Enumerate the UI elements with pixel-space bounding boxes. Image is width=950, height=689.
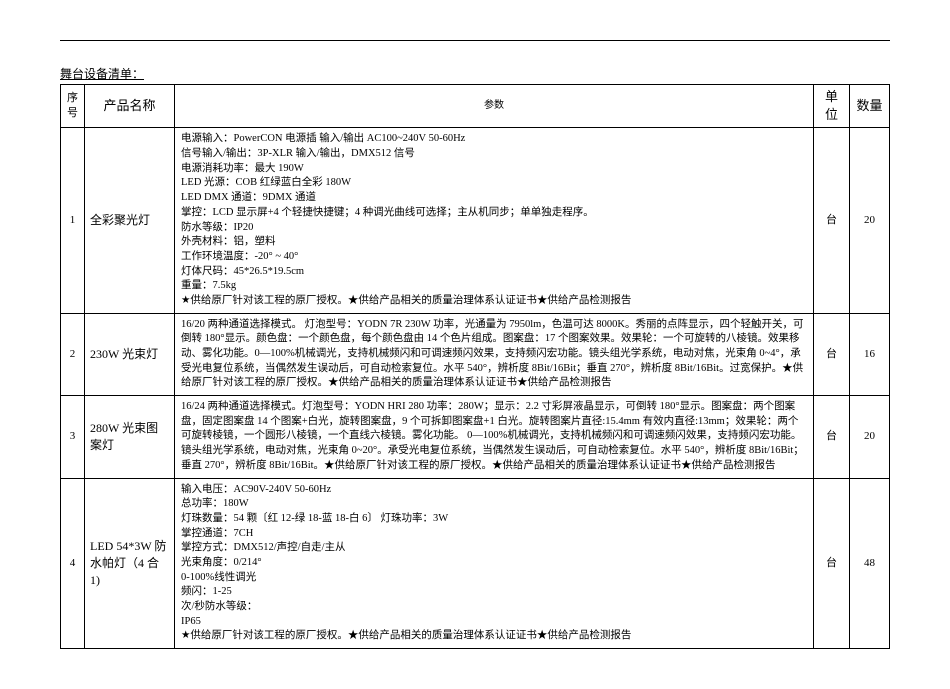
page-title: 舞台设备清单： [60,65,890,82]
col-header-spec: 参数 [175,85,814,128]
cell-unit: 台 [814,478,850,649]
cell-qty: 16 [850,313,890,395]
cell-name: 280W 光束图案灯 [85,396,175,478]
col-header-name: 产品名称 [85,85,175,128]
col-header-qty: 数量 [850,85,890,128]
table-row: 4LED 54*3W 防 水帕灯（4 合 1)输入电压：AC90V-240V 5… [61,478,890,649]
cell-seq: 3 [61,396,85,478]
cell-spec: 16/24 两种通道选择模式。灯泡型号：YODN HRI 280 功率：280W… [175,396,814,478]
cell-spec: 16/20 两种通道选择模式。 灯泡型号：YODN 7R 230W 功率，光通量… [175,313,814,395]
table-row: 2230W 光束灯16/20 两种通道选择模式。 灯泡型号：YODN 7R 23… [61,313,890,395]
cell-unit: 台 [814,396,850,478]
cell-name: 全彩聚光灯 [85,128,175,313]
top-rule [60,40,890,41]
cell-name: LED 54*3W 防 水帕灯（4 合 1) [85,478,175,649]
cell-seq: 1 [61,128,85,313]
cell-qty: 20 [850,128,890,313]
table-header-row: 序号 产品名称 参数 单位 数量 [61,85,890,128]
table-row: 3280W 光束图案灯16/24 两种通道选择模式。灯泡型号：YODN HRI … [61,396,890,478]
table-row: 1全彩聚光灯电源输入：PowerCON 电源插 输入/输出 AC100~240V… [61,128,890,313]
table-body: 1全彩聚光灯电源输入：PowerCON 电源插 输入/输出 AC100~240V… [61,128,890,649]
cell-spec: 电源输入：PowerCON 电源插 输入/输出 AC100~240V 50-60… [175,128,814,313]
col-header-seq: 序号 [61,85,85,128]
cell-seq: 2 [61,313,85,395]
col-header-unit: 单位 [814,85,850,128]
cell-unit: 台 [814,313,850,395]
cell-name: 230W 光束灯 [85,313,175,395]
cell-spec: 输入电压：AC90V-240V 50-60Hz 总功率：180W 灯珠数量：54… [175,478,814,649]
equipment-table: 序号 产品名称 参数 单位 数量 1全彩聚光灯电源输入：PowerCON 电源插… [60,84,890,649]
cell-unit: 台 [814,128,850,313]
cell-qty: 20 [850,396,890,478]
cell-qty: 48 [850,478,890,649]
cell-seq: 4 [61,478,85,649]
